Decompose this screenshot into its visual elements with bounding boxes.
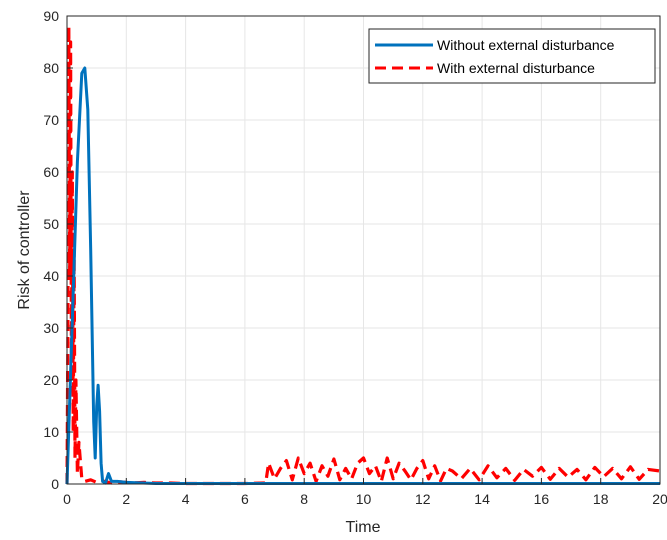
legend: Without external disturbance With externa… [368,28,656,84]
x-tick-label: 8 [300,491,308,507]
y-tick-label: 60 [43,164,59,180]
x-tick-label: 18 [593,491,609,507]
legend-label-2: With external disturbance [437,60,595,76]
y-tick-label: 30 [43,320,59,336]
x-tick-label: 6 [241,491,249,507]
x-tick-label: 4 [182,491,190,507]
x-tick-label: 16 [534,491,550,507]
x-axis-title: Time [346,519,381,536]
y-tick-label: 90 [43,8,59,24]
legend-label-1: Without external disturbance [437,37,615,53]
x-tick-label: 10 [356,491,372,507]
legend-box [368,28,656,84]
y-tick-label: 50 [43,216,59,232]
y-tick-label: 20 [43,372,59,388]
x-tick-label: 14 [474,491,490,507]
y-tick-label: 10 [43,424,59,440]
x-tick-label: 2 [122,491,130,507]
y-axis-title: Risk of controller [16,190,33,310]
y-tick-label: 70 [43,112,59,128]
y-tick-label: 0 [51,476,59,492]
y-tick-label: 80 [43,60,59,76]
x-tick-label: 20 [652,491,667,507]
x-tick-label: 0 [63,491,71,507]
series-line-2 [65,24,661,486]
y-tick-label: 40 [43,268,59,284]
x-tick-label: 12 [415,491,431,507]
ticks: 0 2 4 6 8 10 12 14 16 18 20 0 10 20 30 40 50 60 70 80 90 [43,8,667,507]
